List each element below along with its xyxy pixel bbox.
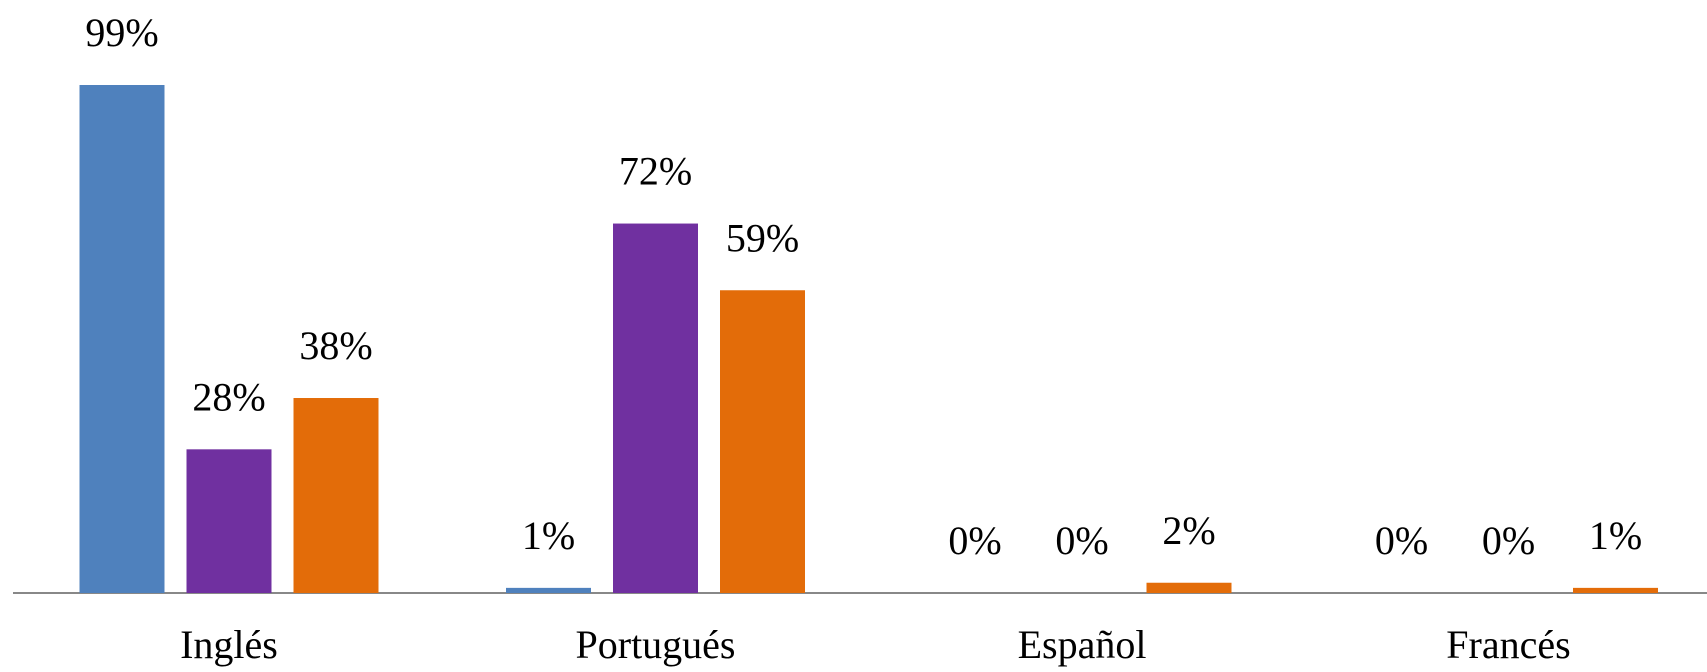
bar — [613, 223, 698, 593]
data-label: 1% — [1589, 513, 1642, 558]
bar — [506, 587, 591, 593]
data-label: 72% — [619, 149, 692, 194]
bar — [1573, 587, 1658, 593]
data-label: 1% — [522, 513, 575, 558]
data-label: 38% — [299, 323, 372, 368]
data-label: 2% — [1162, 508, 1215, 553]
bar — [293, 398, 379, 593]
bar — [186, 449, 272, 593]
data-label: 28% — [192, 374, 265, 419]
x-tick-label: Portugués — [576, 622, 736, 667]
data-label: 0% — [1482, 518, 1535, 563]
x-tick-label: Francés — [1446, 622, 1570, 667]
data-label: 0% — [1375, 518, 1428, 563]
bar — [79, 85, 165, 593]
data-label: 0% — [948, 518, 1001, 563]
x-tick-label: Inglés — [180, 622, 278, 667]
bar — [1146, 582, 1232, 593]
data-label: 59% — [726, 215, 799, 260]
bar — [720, 290, 805, 593]
data-label: 99% — [85, 10, 158, 55]
x-tick-label: Español — [1018, 622, 1147, 667]
data-label: 0% — [1055, 518, 1108, 563]
